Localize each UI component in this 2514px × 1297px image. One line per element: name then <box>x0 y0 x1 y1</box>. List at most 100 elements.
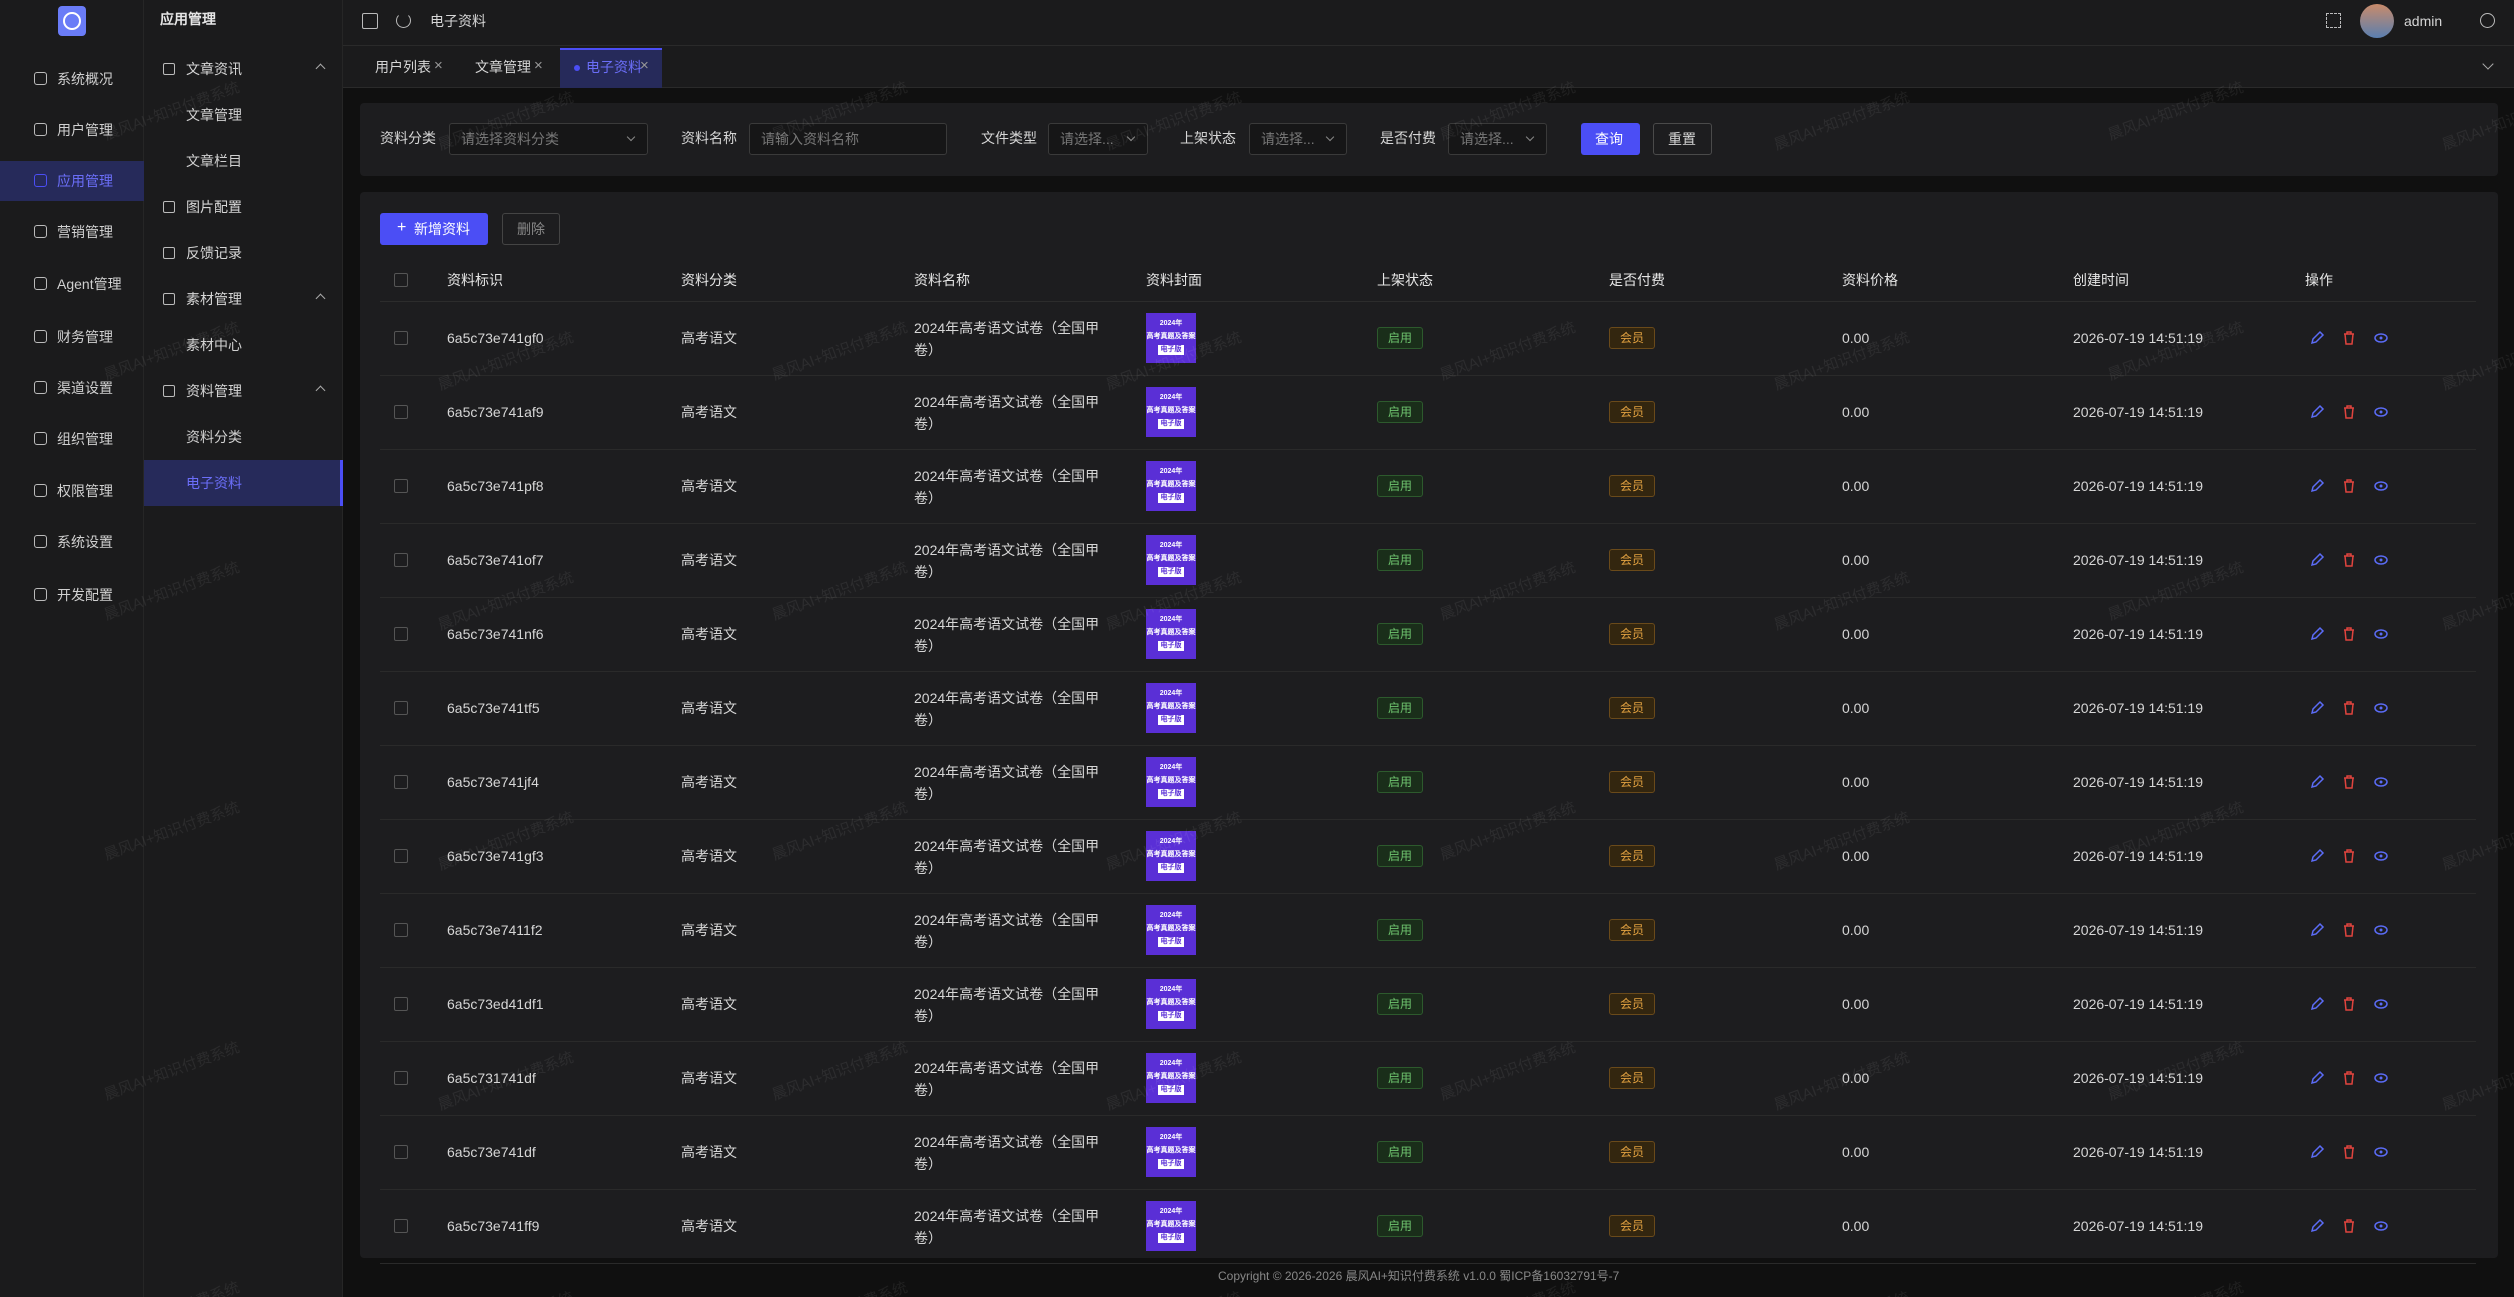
view-btn[interactable] <box>2373 552 2389 568</box>
row-checkbox[interactable] <box>394 1071 408 1085</box>
delete-row-btn[interactable] <box>2341 922 2357 938</box>
delete-btn[interactable] <box>502 213 560 245</box>
cover-text: 2024年 <box>1159 1134 1183 1141</box>
nav-label: 财务管理 <box>57 329 113 345</box>
edit-btn[interactable] <box>2309 478 2325 494</box>
delete-row-btn[interactable] <box>2341 552 2357 568</box>
footer: Copyright © 2026-2026 晨风AI+知识付费系统 v1.0.0… <box>1218 1269 1620 1283</box>
view-btn[interactable] <box>2373 700 2389 716</box>
view-btn-svg <box>2374 999 2388 1009</box>
delete-row-btn[interactable] <box>2341 1144 2357 1160</box>
add-btn[interactable] <box>380 213 488 245</box>
reset-btn[interactable] <box>1653 123 1712 155</box>
view-btn[interactable] <box>2373 922 2389 938</box>
row-checkbox[interactable] <box>394 1145 408 1159</box>
nav-label: Agent管理 <box>57 276 122 292</box>
header-checkbox[interactable] <box>394 273 408 287</box>
settings-btn[interactable] <box>2480 13 2495 28</box>
edit-btn[interactable] <box>2309 1144 2325 1160</box>
submenu-item[interactable] <box>144 92 343 138</box>
row-checkbox[interactable] <box>394 997 408 1011</box>
row-checkbox[interactable] <box>394 923 408 937</box>
collapse-btn[interactable] <box>362 13 378 29</box>
row-checkbox[interactable] <box>394 331 408 345</box>
view-btn[interactable] <box>2373 996 2389 1012</box>
cover-text: 2024年 <box>1159 468 1183 475</box>
view-btn[interactable] <box>2373 1218 2389 1234</box>
edit-btn[interactable] <box>2309 626 2325 642</box>
delete-row-btn[interactable] <box>2341 996 2357 1012</box>
edit-btn[interactable] <box>2309 774 2325 790</box>
edit-btn[interactable] <box>2309 1218 2325 1234</box>
cover: 2024年 高考真题及答案 电子版 <box>1146 1201 1196 1251</box>
edit-btn[interactable] <box>2309 996 2325 1012</box>
submenu-item[interactable] <box>144 460 343 506</box>
view-btn[interactable] <box>2373 774 2389 790</box>
cell-price: 0.00 <box>1842 1218 1870 1234</box>
view-btn[interactable] <box>2373 1070 2389 1086</box>
filter-select[interactable] <box>449 123 648 155</box>
row-checkbox[interactable] <box>394 405 408 419</box>
delete-row-btn[interactable] <box>2341 1070 2357 1086</box>
column-header: 创建时间 <box>2073 272 2129 288</box>
nav-icon <box>34 277 47 290</box>
cell-time: 2026-07-19 14:51:19 <box>2073 774 2203 790</box>
row-checkbox[interactable] <box>394 701 408 715</box>
delete-row-btn[interactable] <box>2341 848 2357 864</box>
filter-input[interactable] <box>749 123 947 155</box>
view-btn-svg <box>2374 703 2388 713</box>
query-btn[interactable] <box>1581 123 1640 155</box>
delete-row-btn[interactable] <box>2341 700 2357 716</box>
refresh-btn[interactable] <box>396 13 411 28</box>
row-checkbox[interactable] <box>394 479 408 493</box>
row-checkbox[interactable] <box>394 775 408 789</box>
submenu-item[interactable] <box>144 138 343 184</box>
delete-row-btn[interactable] <box>2341 626 2357 642</box>
row-checkbox[interactable] <box>394 553 408 567</box>
view-btn[interactable] <box>2373 1144 2389 1160</box>
submenu-item[interactable] <box>144 322 343 368</box>
edit-btn[interactable] <box>2309 700 2325 716</box>
fullscreen-btn[interactable] <box>2326 13 2341 28</box>
edit-btn[interactable] <box>2309 922 2325 938</box>
cell-category: 高考语文 <box>681 922 737 938</box>
filter-select[interactable] <box>1448 123 1547 155</box>
edit-btn[interactable] <box>2309 848 2325 864</box>
edit-btn[interactable] <box>2309 330 2325 346</box>
nav-item[interactable] <box>0 161 144 201</box>
edit-btn[interactable] <box>2309 404 2325 420</box>
cover-text: 2024年 <box>1159 1208 1183 1215</box>
row-divider <box>380 449 2476 450</box>
sub-menu <box>144 0 343 1297</box>
view-btn[interactable] <box>2373 330 2389 346</box>
view-btn[interactable] <box>2373 404 2389 420</box>
filter-select[interactable] <box>1048 123 1148 155</box>
paid-tag: 会员 <box>1609 993 1656 1015</box>
row-divider <box>380 1041 2476 1042</box>
submenu-item[interactable] <box>144 414 343 460</box>
row-checkbox[interactable] <box>394 627 408 641</box>
cover-text: 电子版 <box>1158 1233 1184 1243</box>
row-checkbox[interactable] <box>394 1219 408 1233</box>
paid-tag: 会员 <box>1609 401 1656 423</box>
edit-btn[interactable] <box>2309 1070 2325 1086</box>
delete-row-btn[interactable] <box>2341 330 2357 346</box>
view-btn[interactable] <box>2373 626 2389 642</box>
delete-row-btn[interactable] <box>2341 774 2357 790</box>
delete-row-btn[interactable] <box>2341 404 2357 420</box>
cell-id: 6a5c73e741gf0 <box>447 330 544 346</box>
avatar[interactable] <box>2360 4 2394 38</box>
row-checkbox[interactable] <box>394 849 408 863</box>
filter-select[interactable] <box>1249 123 1347 155</box>
cell-time: 2026-07-19 14:51:19 <box>2073 1070 2203 1086</box>
delete-row-btn[interactable] <box>2341 1218 2357 1234</box>
column-header: 资料价格 <box>1842 272 1898 288</box>
delete-row-btn[interactable] <box>2341 478 2357 494</box>
row-divider <box>380 671 2476 672</box>
edit-btn[interactable] <box>2309 552 2325 568</box>
row-divider <box>380 1263 2476 1264</box>
cell-name: 2024年高考语文试卷（全国甲卷） <box>914 320 1100 358</box>
view-btn[interactable] <box>2373 848 2389 864</box>
view-btn[interactable] <box>2373 478 2389 494</box>
nav-rail <box>0 0 144 1297</box>
